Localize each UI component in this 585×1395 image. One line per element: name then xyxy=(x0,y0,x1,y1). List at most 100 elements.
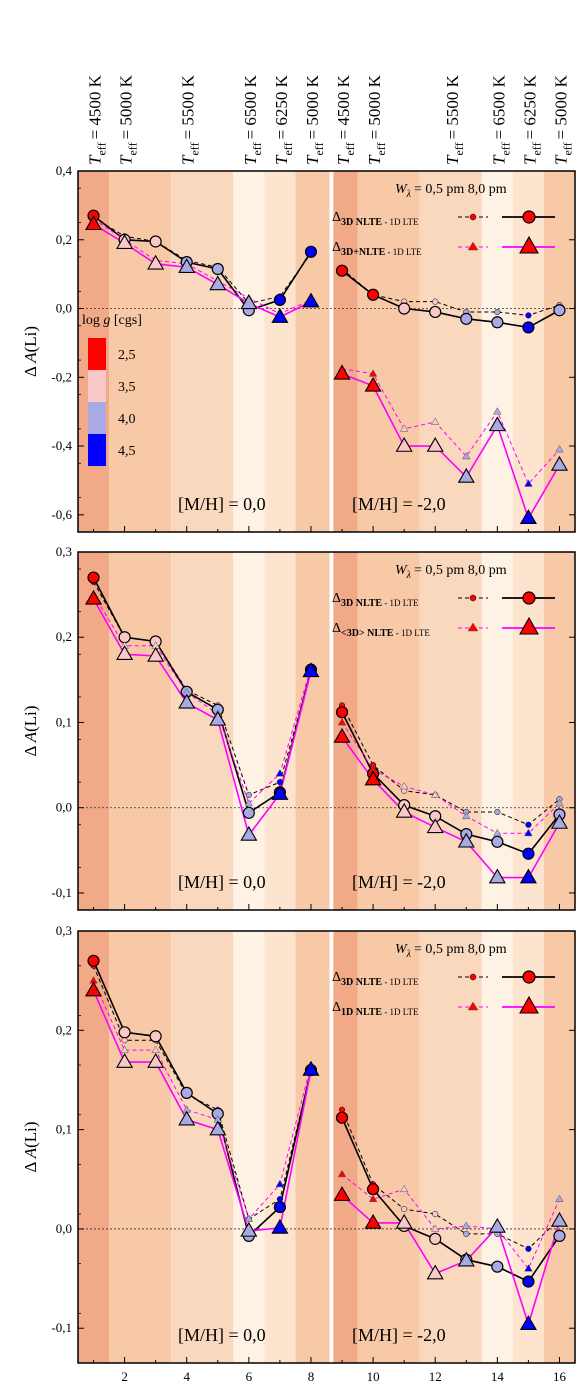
background-band xyxy=(419,171,482,532)
background-band xyxy=(264,171,296,532)
background-band xyxy=(419,552,482,910)
data-point-circle xyxy=(494,808,501,816)
data-point-triangle xyxy=(524,479,533,487)
data-point-triangle xyxy=(178,1110,196,1126)
data-point-circle xyxy=(335,1111,349,1124)
logg-legend-label: 3,5 xyxy=(118,380,136,395)
panel-frame xyxy=(77,930,576,1364)
series-line-dashed xyxy=(341,368,560,485)
data-point-triangle xyxy=(519,868,537,884)
data-point-triangle xyxy=(147,254,165,270)
panel-frame xyxy=(77,551,576,911)
data-point-circle xyxy=(149,235,162,248)
background-band xyxy=(333,171,358,532)
data-point-triangle xyxy=(337,1169,347,1178)
header-teff-text: Teff= 5500 K xyxy=(443,74,466,165)
y-tick-label: 0,3 xyxy=(56,923,72,938)
metallicity-label: [M/H] = -2,0 xyxy=(352,872,446,892)
background-band xyxy=(512,171,544,532)
x-tick-label: 6 xyxy=(246,1369,253,1384)
legend-marker-small xyxy=(467,622,479,632)
x-tick-label: 12 xyxy=(429,1369,442,1384)
background-band xyxy=(481,171,513,532)
background-band xyxy=(233,171,265,532)
data-point-circle xyxy=(276,779,283,786)
y-tick-label: 0,0 xyxy=(56,301,72,316)
y-tick-label: -0,4 xyxy=(51,438,72,453)
legend-marker-large xyxy=(519,995,539,1014)
header-teff-label: Teff= 4500 K xyxy=(334,74,357,165)
data-point-triangle xyxy=(493,828,502,837)
data-point-triangle xyxy=(84,215,103,231)
background-band xyxy=(171,931,234,1363)
legend-marker-small xyxy=(469,213,477,221)
header-teff-label: Teff= 5000 K xyxy=(117,74,140,165)
header-teff-text: Teff= 5500 K xyxy=(179,74,202,165)
data-point-triangle xyxy=(209,1120,227,1136)
data-point-circle xyxy=(429,305,442,319)
y-tick-label: 0,0 xyxy=(56,1221,72,1236)
legend-label: Δ3D NLTE - 1D LTE xyxy=(332,210,419,228)
data-point-circle xyxy=(211,262,224,276)
data-point-circle xyxy=(494,308,501,316)
y-tick-label: 0,1 xyxy=(56,1122,72,1137)
data-point-triangle xyxy=(426,436,444,452)
data-point-circle xyxy=(525,312,532,319)
data-point-triangle xyxy=(462,451,471,460)
data-point-triangle xyxy=(524,828,533,837)
data-point-triangle xyxy=(333,364,351,380)
data-point-triangle xyxy=(457,467,475,483)
y-tick-label: 0,2 xyxy=(56,629,72,644)
metallicity-label: [M/H] = 0,0 xyxy=(178,872,266,892)
data-point-triangle xyxy=(333,727,351,743)
background-band xyxy=(333,931,358,1363)
data-point-triangle xyxy=(116,234,134,249)
metallicity-label: [M/H] = -2,0 xyxy=(352,1325,446,1345)
legend-marker-small xyxy=(469,594,477,602)
data-point-circle xyxy=(460,312,473,325)
data-point-triangle xyxy=(178,693,196,709)
data-point-triangle xyxy=(395,436,413,452)
data-point-triangle xyxy=(430,790,440,798)
series-line-dashed xyxy=(341,722,560,834)
data-point-circle xyxy=(273,293,287,307)
data-point-circle xyxy=(398,302,411,315)
y-axis-label: Δ A(Li) xyxy=(21,1121,40,1172)
background-band xyxy=(481,552,513,910)
background-band xyxy=(233,552,265,910)
x-tick-label: 14 xyxy=(491,1369,505,1384)
data-point-triangle xyxy=(430,417,440,425)
header-teff-text: Teff= 5000 K xyxy=(365,74,388,165)
panel-middle: 0,3 0,2 0,1 0,0 -0,1 Δ A(Li) Wλ = 0,5 pm 8,0 pm… xyxy=(21,544,576,911)
header-teff-text: Teff= 6500 K xyxy=(241,74,264,165)
background-band xyxy=(333,552,358,910)
data-point-triangle xyxy=(364,1213,382,1229)
legend-label: Δ3D NLTE - 1D LTE xyxy=(332,970,419,988)
header-teff-label: Teff= 5000 K xyxy=(551,74,574,165)
header-teff-text: Teff= 5000 K xyxy=(117,74,140,165)
y-tick-label: -0,2 xyxy=(51,369,72,384)
data-point-triangle xyxy=(399,1184,409,1193)
logg-legend-title: log g [cgs] xyxy=(82,313,142,328)
data-point-circle xyxy=(525,1245,532,1252)
data-point-triangle xyxy=(519,1315,537,1331)
data-point-triangle xyxy=(337,717,347,726)
x-tick-label: 2 xyxy=(121,1369,128,1384)
data-point-circle xyxy=(304,245,318,258)
legend-marker-large xyxy=(522,970,536,984)
data-point-triangle xyxy=(550,813,569,829)
data-point-triangle xyxy=(275,1179,285,1188)
wlambda-label: Wλ = 0,5 pm 8,0 pm xyxy=(395,563,507,581)
header-teff-text: Teff= 5000 K xyxy=(551,74,574,165)
header-teff-text: Teff= 5000 K xyxy=(303,74,326,165)
data-point-circle xyxy=(553,1229,566,1242)
data-point-triangle xyxy=(244,1214,254,1222)
logg-legend-label: 2,5 xyxy=(118,348,136,363)
metallicity-label: [M/H] = -2,0 xyxy=(352,494,446,514)
data-point-triangle xyxy=(426,818,444,834)
data-point-triangle xyxy=(399,781,409,790)
x-tick-label: 4 xyxy=(183,1369,190,1384)
background-band xyxy=(329,171,334,532)
y-axis-label-text: Δ A(Li) xyxy=(21,1121,40,1172)
